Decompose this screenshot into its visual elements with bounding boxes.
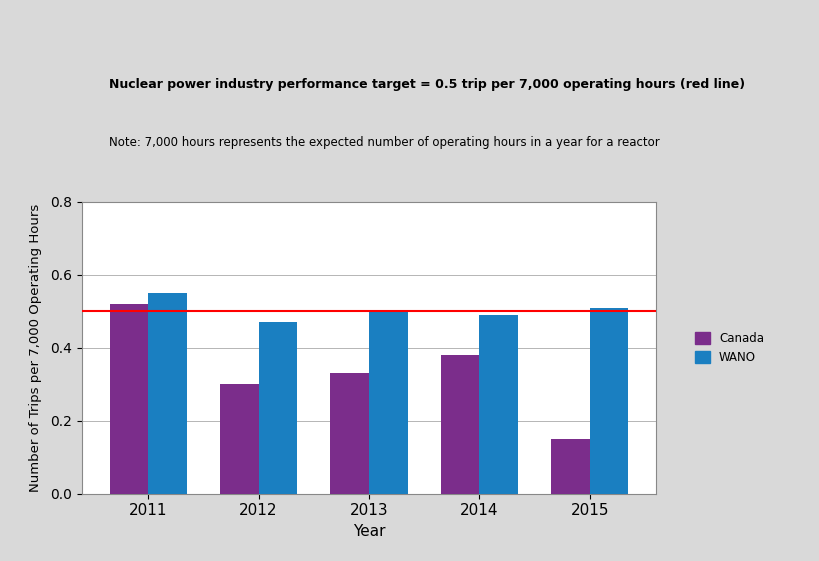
Text: Note: 7,000 hours represents the expected number of operating hours in a year fo: Note: 7,000 hours represents the expecte…	[109, 136, 658, 149]
Text: Nuclear power industry performance target = 0.5 trip per 7,000 operating hours (: Nuclear power industry performance targe…	[109, 77, 744, 91]
Bar	[550, 439, 589, 494]
Bar	[369, 311, 407, 494]
Bar	[110, 304, 148, 494]
Bar	[330, 374, 369, 494]
Bar	[219, 384, 258, 494]
Bar	[441, 355, 479, 494]
Y-axis label: Number of Trips per 7,000 Operating Hours: Number of Trips per 7,000 Operating Hour…	[29, 204, 42, 492]
Bar	[258, 322, 297, 494]
Bar	[589, 307, 627, 494]
Bar	[148, 293, 187, 494]
Bar	[479, 315, 518, 494]
Text: Year: Year	[352, 523, 385, 539]
Legend: Canada, WANO: Canada, WANO	[689, 326, 769, 370]
